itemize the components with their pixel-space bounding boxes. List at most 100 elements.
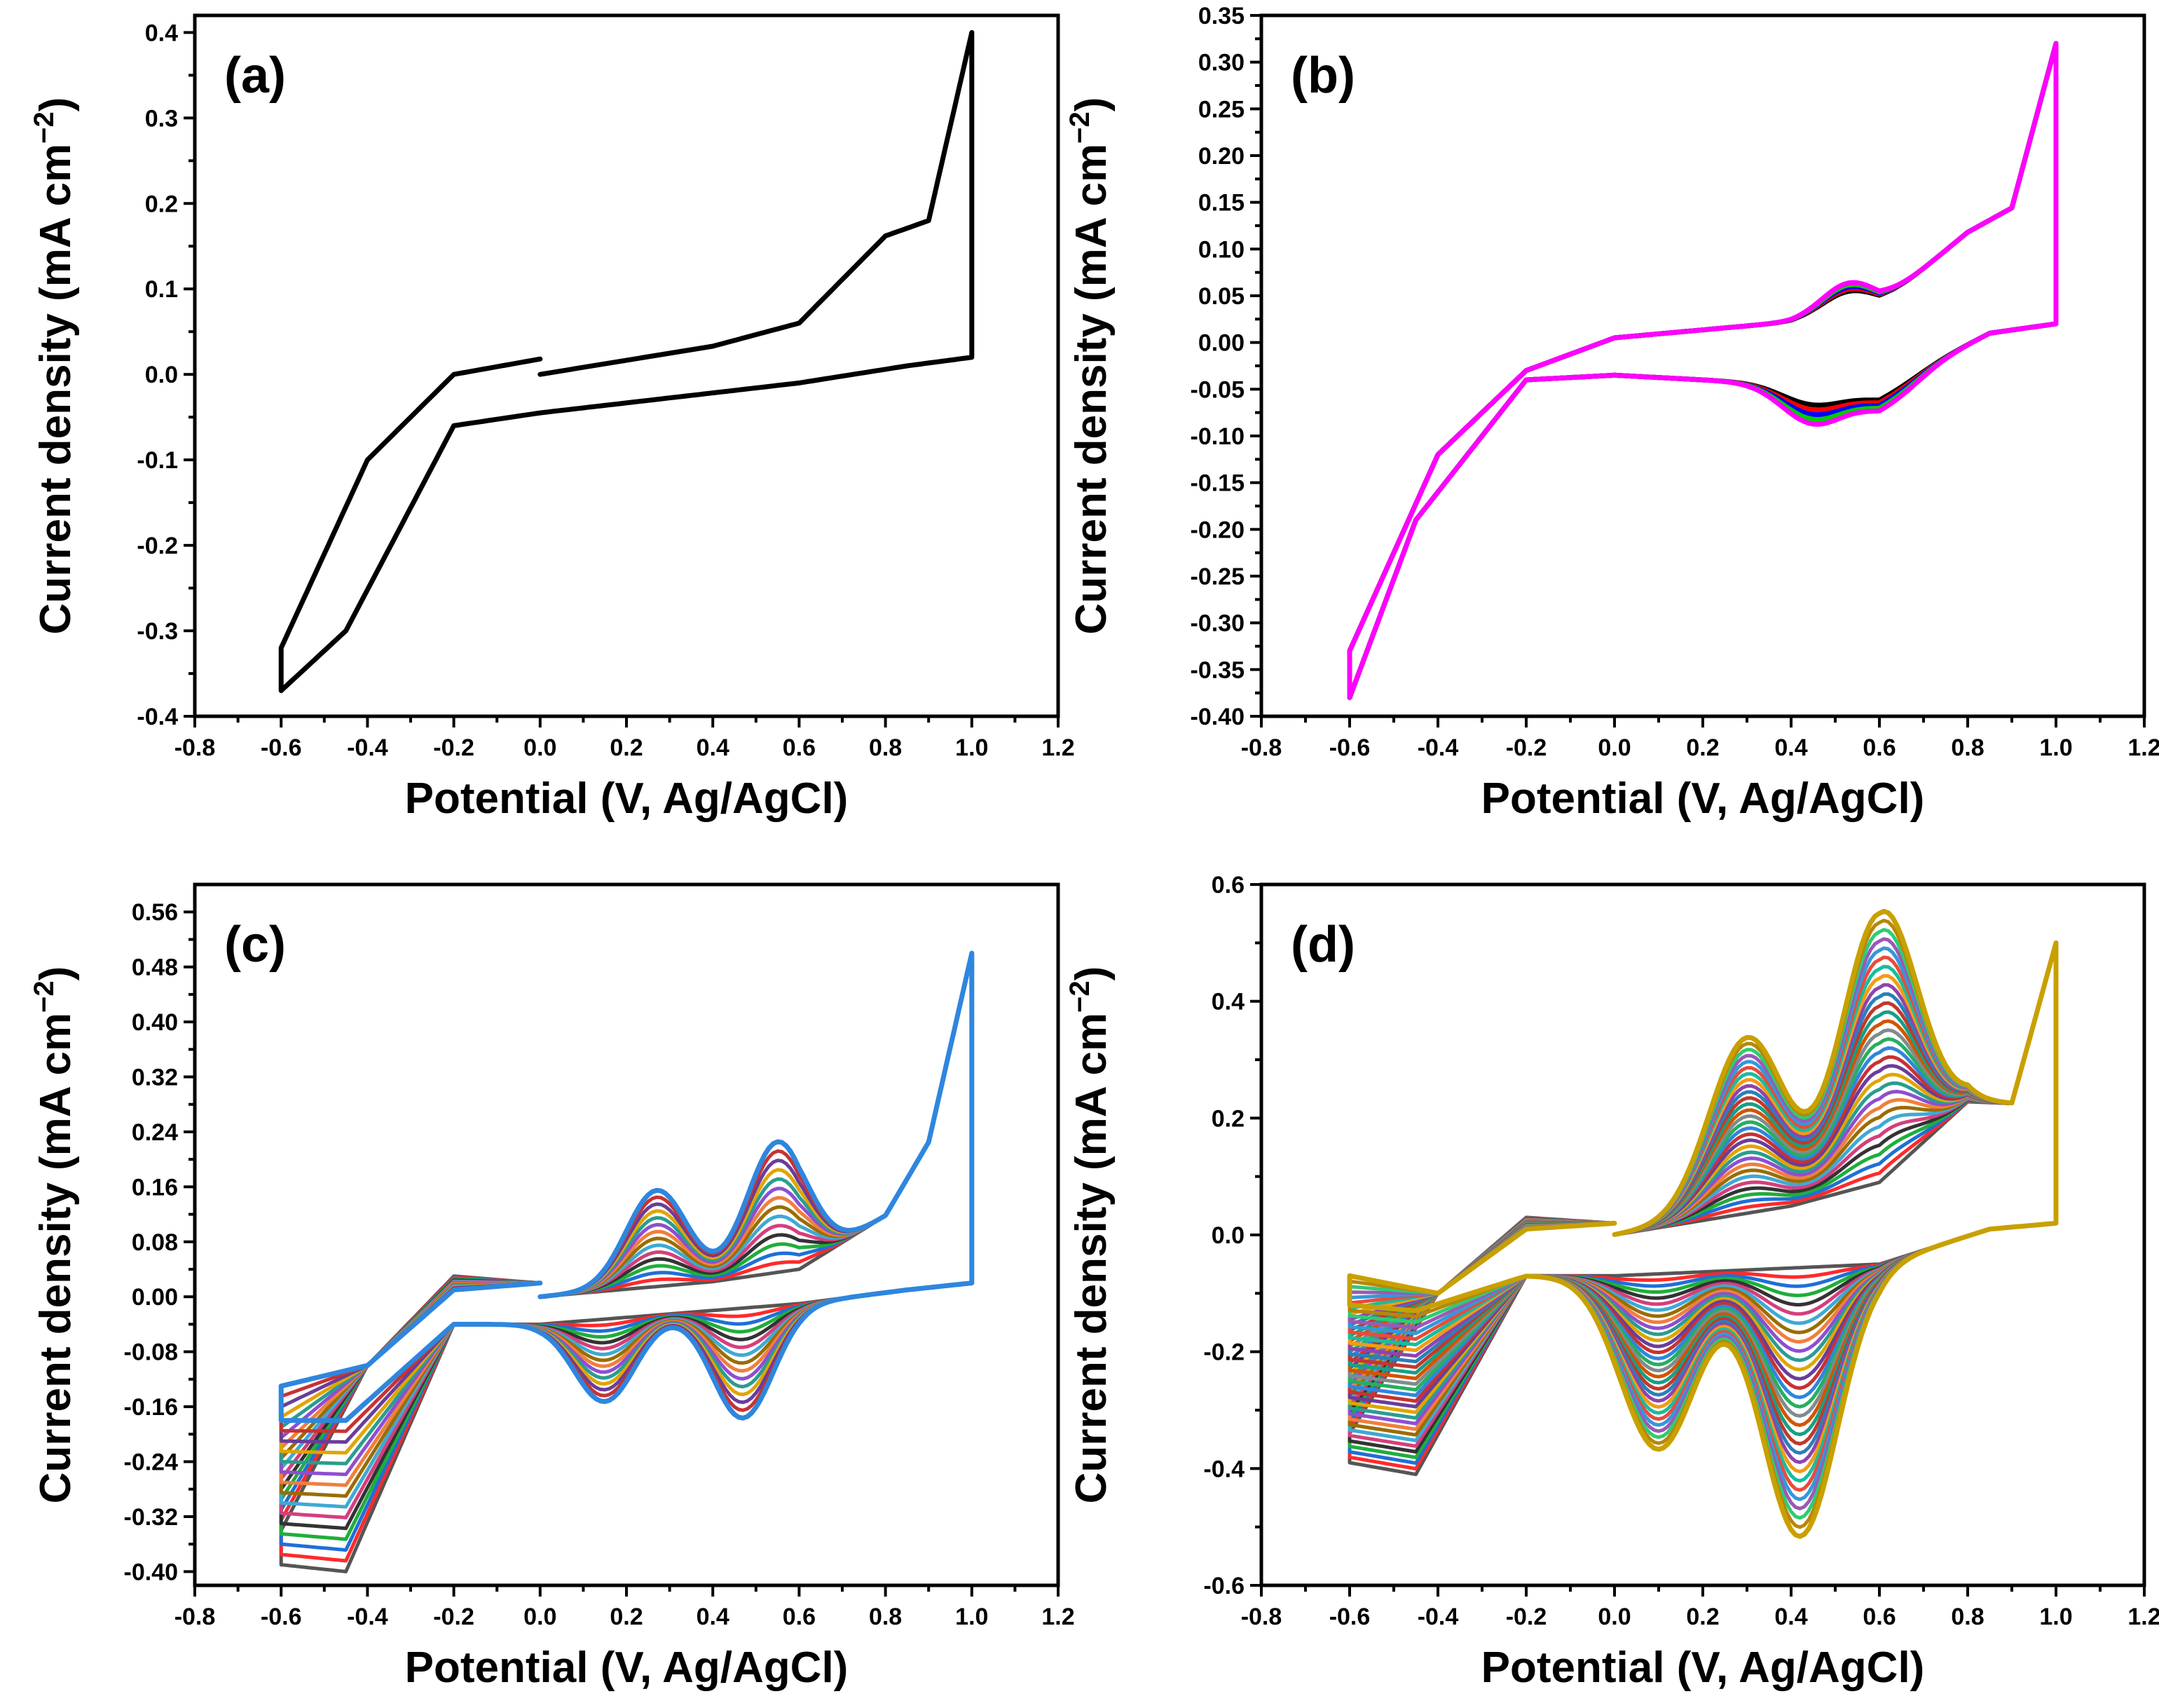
cycle-line-3	[1350, 43, 2056, 697]
panel-label: (b)	[1291, 48, 1355, 104]
y-tick-label: -0.20	[1191, 517, 1245, 543]
y-tick-label: -0.40	[124, 1559, 179, 1585]
x-axis-title: Potential (V, Ag/AgCl)	[405, 1644, 849, 1692]
y-tick-label: 0.05	[1198, 283, 1245, 310]
y-tick-label: 0.24	[132, 1119, 178, 1146]
cycle-line-30	[1350, 911, 2056, 1536]
y-tick-label: 0.00	[132, 1284, 178, 1311]
y-tick-label: 0.48	[132, 955, 178, 981]
y-tick-label: -0.1	[137, 447, 178, 474]
y-tick-label: 0.4	[1212, 989, 1245, 1016]
x-tick-label: -0.4	[1418, 1604, 1459, 1630]
x-tick-label: -0.2	[433, 735, 474, 761]
y-tick-label: -0.30	[1191, 610, 1245, 637]
y-tick-label: -0.6	[1203, 1573, 1245, 1599]
y-tick-label: -0.2	[1203, 1339, 1245, 1366]
cycle-line-4	[1350, 43, 2056, 697]
y-tick-label: -0.4	[137, 704, 178, 730]
y-tick-label: -0.40	[1191, 704, 1245, 730]
y-tick-label: -0.08	[124, 1339, 179, 1366]
cycle-line-10	[281, 953, 972, 1475]
y-tick-label: 0.32	[132, 1065, 178, 1091]
x-tick-label: -0.2	[1506, 1604, 1547, 1630]
plot-frame	[1261, 15, 2144, 716]
cycle-line-28	[1350, 930, 2056, 1518]
x-tick-label: 0.8	[1951, 1604, 1984, 1630]
x-tick-label: 0.8	[869, 1604, 902, 1630]
panel-a: -0.8 -0.6 -0.4 -0.2 0.0 0.2 0.4 0.6 0.8 1.0 1.2-0.…	[29, 15, 1075, 823]
y-tick-label: 0.0	[145, 362, 178, 388]
y-tick-label: 0.3	[145, 105, 178, 132]
x-tick-label: 0.4	[697, 1604, 729, 1630]
y-tick-label: 0.25	[1198, 96, 1245, 123]
panel-b: -0.8 -0.6 -0.4 -0.2 0.0 0.2 0.4 0.6 0.8 1.0 1.2-0.…	[1064, 3, 2159, 823]
series-group	[281, 953, 972, 1571]
x-tick-label: -0.2	[1506, 735, 1547, 761]
plot-frame	[195, 15, 1058, 716]
plot-frame	[1261, 884, 2144, 1585]
y-tick-label: 0.35	[1198, 3, 1245, 29]
x-tick-label: 1.2	[1041, 735, 1074, 761]
x-tick-label: 0.6	[1863, 735, 1896, 761]
y-tick-label: -0.16	[124, 1394, 179, 1421]
x-tick-label: 0.2	[1686, 735, 1719, 761]
y-tick-label: 0.00	[1198, 330, 1245, 357]
y-tick-label: -0.3	[137, 618, 178, 645]
y-axis-title: Current density (mA cm−2)	[29, 966, 80, 1504]
x-tick-label: -0.8	[1241, 1604, 1282, 1630]
y-tick-label: -0.32	[124, 1504, 179, 1531]
y-axis-title: Current density (mA cm−2)	[1064, 966, 1116, 1504]
x-tick-label: -0.4	[1418, 735, 1459, 761]
series-group	[1350, 43, 2056, 697]
y-tick-label: 0.4	[145, 20, 178, 46]
cycle-line-29	[1350, 920, 2056, 1527]
y-tick-label: -0.05	[1191, 376, 1245, 403]
x-tick-label: -0.4	[347, 1604, 388, 1630]
x-tick-label: -0.6	[1329, 1604, 1371, 1630]
x-axis-title: Potential (V, Ag/AgCl)	[1481, 774, 1925, 823]
x-tick-label: 0.4	[697, 735, 729, 761]
x-tick-label: 1.0	[955, 735, 988, 761]
y-tick-label: 0.6	[1212, 872, 1245, 899]
cycle-line-5	[1350, 43, 2056, 697]
x-tick-label: -0.6	[261, 1604, 302, 1630]
x-tick-label: 0.4	[1774, 735, 1807, 761]
x-tick-label: 1.0	[2039, 1604, 2072, 1630]
x-tick-label: -0.2	[433, 1604, 474, 1630]
x-tick-label: 1.2	[2127, 1604, 2159, 1630]
y-tick-label: 0.2	[1212, 1105, 1245, 1132]
y-tick-label: 0.20	[1198, 143, 1245, 170]
cycle-line-27	[1350, 939, 2056, 1509]
series-group	[281, 32, 972, 690]
y-tick-label: -0.25	[1191, 563, 1245, 590]
y-axis-title: Current density (mA cm−2)	[1064, 97, 1116, 635]
x-tick-label: 0.0	[1598, 1604, 1631, 1630]
x-tick-label: -0.8	[1241, 735, 1282, 761]
x-tick-label: 0.0	[1598, 735, 1631, 761]
y-tick-label: -0.15	[1191, 470, 1245, 497]
panel-c: -0.8 -0.6 -0.4 -0.2 0.0 0.2 0.4 0.6 0.8 1.0 1.2-0.…	[29, 884, 1075, 1692]
panel-label: (a)	[224, 48, 286, 104]
x-tick-label: 1.2	[1041, 1604, 1074, 1630]
y-tick-label: 0.56	[132, 899, 178, 926]
panel-d: -0.8 -0.6 -0.4 -0.2 0.0 0.2 0.4 0.6 0.8 1.0 1.2 -0.…	[1064, 872, 2159, 1692]
y-tick-label: 0.1	[145, 276, 178, 303]
x-tick-label: -0.8	[174, 735, 216, 761]
x-tick-label: 0.6	[783, 1604, 816, 1630]
y-tick-label: 0.10	[1198, 236, 1245, 263]
x-tick-label: 1.0	[955, 1604, 988, 1630]
x-tick-label: 0.0	[523, 735, 556, 761]
x-tick-label: -0.8	[174, 1604, 216, 1630]
y-tick-label: 0.08	[132, 1229, 178, 1256]
y-tick-label: -0.2	[137, 533, 178, 559]
y-tick-label: 0.30	[1198, 50, 1245, 76]
x-axis-title: Potential (V, Ag/AgCl)	[1481, 1644, 1925, 1692]
y-tick-label: -0.10	[1191, 423, 1245, 450]
x-tick-label: -0.6	[1329, 735, 1371, 761]
x-tick-label: 0.6	[783, 735, 816, 761]
x-tick-label: -0.4	[347, 735, 388, 761]
y-tick-label: -0.35	[1191, 657, 1245, 683]
y-tick-label: 0.2	[145, 191, 178, 217]
x-axis-title: Potential (V, Ag/AgCl)	[405, 774, 849, 823]
